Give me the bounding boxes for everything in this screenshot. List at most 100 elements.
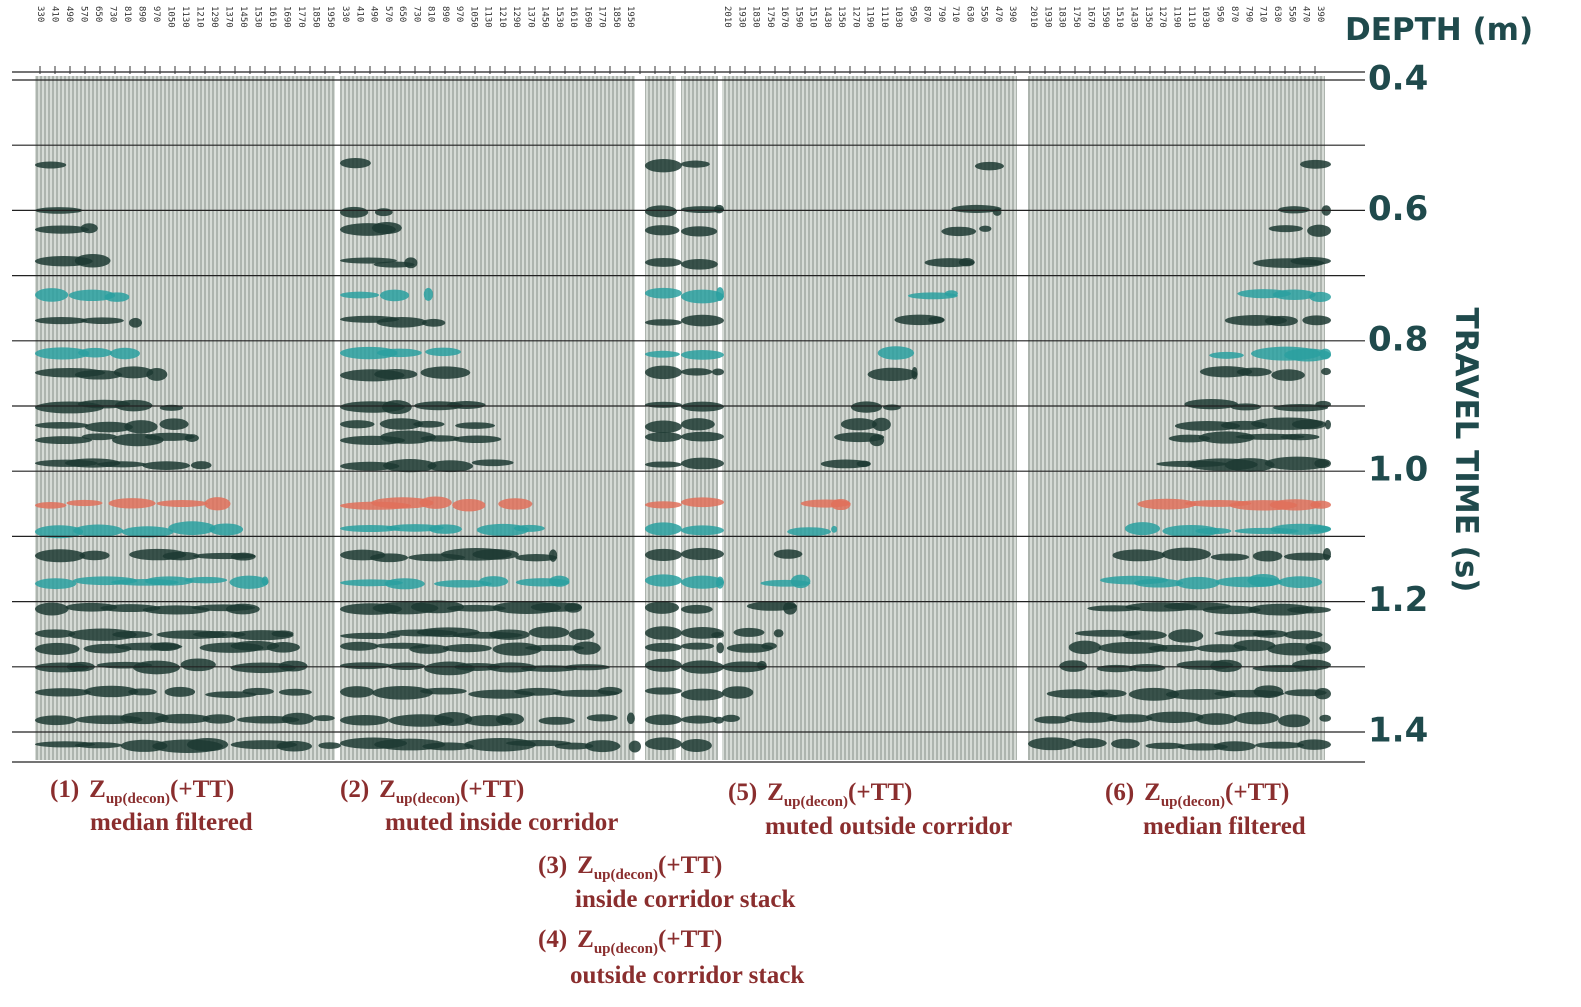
depth-label: 1290 xyxy=(209,6,219,28)
wavelet xyxy=(1168,629,1204,643)
time-tick-label: 1.0 xyxy=(1368,450,1428,490)
wavelet xyxy=(1271,369,1305,381)
depth-label: 2010 xyxy=(1028,6,1038,28)
caption-symbol: Z xyxy=(89,776,106,803)
wavelet xyxy=(1128,687,1179,701)
wavelet xyxy=(716,642,724,654)
wavelet xyxy=(80,223,98,234)
wavelet xyxy=(1202,605,1261,615)
depth-label: 1190 xyxy=(1172,6,1182,28)
caption-subscript: up(decon) xyxy=(106,791,170,807)
wavelet xyxy=(433,580,492,588)
wavelet xyxy=(472,549,519,560)
wavelet xyxy=(162,551,200,561)
wavelet xyxy=(404,257,418,269)
wavelet xyxy=(340,686,375,698)
depth-label: 1930 xyxy=(736,6,746,28)
depth-label: 630 xyxy=(964,6,974,22)
wavelet xyxy=(168,521,216,536)
wavelet xyxy=(645,159,682,173)
depth-label: 1030 xyxy=(1200,6,1210,28)
wavelet xyxy=(645,737,682,751)
wavelet xyxy=(35,347,90,360)
wavelet xyxy=(266,642,300,653)
wavelet xyxy=(35,525,84,539)
depth-label: 1530 xyxy=(554,6,564,28)
wavelet xyxy=(1264,315,1298,327)
depth-label: 330 xyxy=(35,6,45,22)
wavelet xyxy=(371,497,434,509)
wavelet xyxy=(35,288,69,302)
trace-panel xyxy=(722,76,1017,760)
caption-suffix: (+TT) xyxy=(658,852,722,879)
wavelet xyxy=(79,550,110,561)
caption-subscript: up(decon) xyxy=(594,941,658,957)
depth-label: 1270 xyxy=(1157,6,1167,28)
wavelet xyxy=(452,498,486,512)
wavelet xyxy=(1213,741,1256,752)
wavelet xyxy=(411,600,464,614)
caption-title: (4) Zup(decon)(+TT) xyxy=(538,926,722,957)
trace-panel xyxy=(681,76,718,760)
wavelet xyxy=(434,712,473,726)
wavelet xyxy=(1133,578,1184,588)
wavelet xyxy=(35,629,76,638)
wavelet xyxy=(276,740,313,752)
caption-number: (3) xyxy=(538,852,567,879)
wavelet xyxy=(681,226,718,237)
wavelet xyxy=(35,161,67,169)
wavelet xyxy=(586,714,618,722)
wavelet xyxy=(1210,659,1242,673)
depth-label: 1950 xyxy=(625,6,635,28)
wavelet xyxy=(384,578,425,590)
wavelet xyxy=(446,604,506,612)
wavelet xyxy=(584,740,621,753)
depth-label: 1210 xyxy=(497,6,507,28)
depth-label: 1370 xyxy=(525,6,535,28)
wavelet xyxy=(1268,225,1303,233)
wavelet xyxy=(374,368,418,380)
wavelet xyxy=(1308,525,1331,533)
wavelet xyxy=(1195,713,1238,725)
wavelet xyxy=(877,346,915,360)
depth-label: 1690 xyxy=(582,6,592,28)
time-tick-label: 0.4 xyxy=(1368,59,1428,99)
wavelet xyxy=(715,576,724,589)
wavelet xyxy=(68,628,137,641)
wavelet xyxy=(1264,456,1330,471)
wavelet xyxy=(340,524,401,533)
depth-label: 1950 xyxy=(325,6,335,28)
wavelet xyxy=(711,631,724,639)
wavelet xyxy=(1252,550,1283,562)
wavelet xyxy=(1283,552,1331,561)
wavelet xyxy=(340,662,391,670)
wavelet xyxy=(722,686,754,699)
wavelet xyxy=(447,401,486,409)
wavelet xyxy=(190,461,212,470)
wavelet xyxy=(869,434,885,447)
time-title: TRAVEL TIME (s) xyxy=(1448,308,1484,593)
wavelet xyxy=(372,686,433,700)
wavelet xyxy=(35,421,89,429)
depth-label: 1030 xyxy=(893,6,903,28)
wavelet xyxy=(1198,431,1255,444)
depth-label: 810 xyxy=(426,6,436,22)
wavelet xyxy=(850,401,883,413)
wavelet xyxy=(164,686,196,697)
caption-title: (6) Zup(decon)(+TT) xyxy=(1105,779,1289,810)
wavelet xyxy=(733,627,765,637)
wavelet xyxy=(1234,711,1279,725)
wavelet xyxy=(420,435,460,442)
wavelet xyxy=(831,525,838,533)
wavelet xyxy=(1161,547,1211,561)
wavelet xyxy=(681,738,712,752)
wavelet xyxy=(35,578,77,590)
wavelet xyxy=(1287,606,1331,614)
wavelet xyxy=(1314,688,1331,700)
wavelet xyxy=(1255,741,1305,749)
wavelet xyxy=(74,254,111,268)
depth-label: 1830 xyxy=(751,6,761,28)
wavelet xyxy=(376,316,427,328)
caption-description: muted outside corridor xyxy=(765,813,1012,840)
wavelet xyxy=(944,290,958,297)
